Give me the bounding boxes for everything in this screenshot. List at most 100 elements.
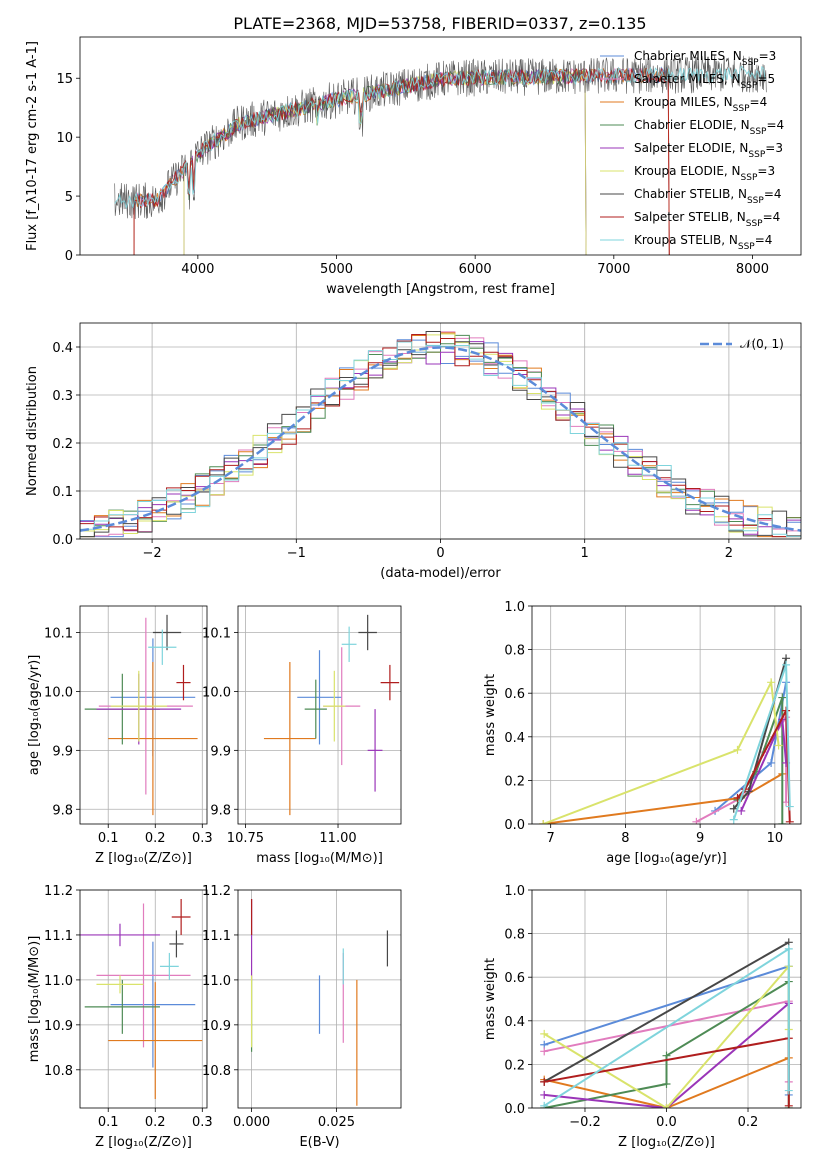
y-axis-label: Normed distribution [25, 366, 40, 496]
legend-label: Chabrier STELIB, NSSP=4 [634, 187, 782, 206]
data-point [692, 817, 701, 824]
axes-spectrum: 4000 5000 6000 7000 8000 0 5 10 15 wavelength [An… [25, 36, 802, 297]
y-axis-label: Flux [f_λ10-17 erg cm-2 s-1 A-1] [25, 41, 40, 251]
spectrum-line [133, 67, 670, 255]
x-axis-label: Z [log₁₀(Z/Z⊙)] [95, 851, 192, 866]
y-axis-label: age [log₁₀(age/yr)] [27, 655, 42, 776]
series-line [543, 1056, 790, 1108]
data-point [784, 1086, 793, 1095]
y-tick-label: 0.0 [504, 1102, 525, 1117]
data-point [540, 1090, 549, 1099]
y-axis-label: mass weight [483, 674, 498, 756]
x-tick-label: 0.0 [656, 1115, 677, 1130]
data-point [540, 1047, 549, 1056]
plot-area-mass_vs_ebv [250, 898, 389, 1106]
data-point [737, 806, 746, 815]
x-axis-label: Z [log₁₀(Z/Z⊙)] [618, 1135, 715, 1150]
series-line [695, 713, 788, 823]
x-tick-label: 11.00 [319, 831, 356, 846]
data-point [733, 745, 742, 754]
x-tick-label: 0.3 [192, 1115, 213, 1130]
data-point [662, 1104, 671, 1108]
y-tick-label: 11.0 [202, 974, 231, 989]
y-tick-label: 10.8 [202, 1064, 231, 1079]
axes-age_vs_Z: 0.1 0.2 0.3 9.8 9.9 10.0 10.1 Z [log₁₀(Z/Z⊙)] ag… [27, 605, 213, 866]
legend-label: Kroupa MILES, NSSP=4 [634, 95, 767, 114]
axes-age_vs_mass: 10.75 11.00 9.8 9.9 10.0 10.1 mass [log₁₀(M/M⊙… [202, 605, 402, 866]
data-point [782, 660, 791, 669]
y-tick-label: 10.1 [44, 627, 73, 642]
x-tick-label: 0.2 [145, 1115, 166, 1130]
y-tick-label: 0.6 [504, 687, 525, 702]
data-point [767, 758, 776, 767]
figure-title: PLATE=2368, MJD=53758, FIBERID=0337, z=0… [233, 14, 646, 33]
x-tick-label: 6000 [459, 262, 492, 277]
x-tick-label: 10 [767, 831, 784, 846]
x-tick-label: −0.2 [569, 1115, 601, 1130]
series-line [544, 1002, 790, 1108]
x-tick-label: 7000 [597, 262, 630, 277]
y-tick-label: 10.1 [202, 627, 231, 642]
y-axis-label: mass [log₁₀(M/M⊙)] [27, 936, 42, 1063]
y-tick-label: 9.9 [52, 744, 73, 759]
histogram-step [80, 341, 801, 539]
y-tick-label: 0.8 [504, 928, 525, 943]
y-tick-label: 10.8 [44, 1064, 73, 1079]
x-tick-label: 0.1 [98, 1115, 119, 1130]
y-tick-label: 0.4 [504, 1015, 525, 1030]
x-axis-label: Z [log₁₀(Z/Z⊙)] [95, 1135, 192, 1150]
y-tick-label: 5 [65, 190, 73, 205]
axes-residuals: −2 −1 0 1 2 0.0 0.1 0.2 0.3 0.4 (data-model)/error… [25, 322, 802, 581]
y-tick-label: 0.4 [52, 341, 73, 356]
panel-age_vs_mass: 10.75 11.00 9.8 9.9 10.0 10.1 mass [log₁₀(M/M⊙… [202, 605, 402, 866]
y-tick-label: 1.0 [504, 600, 525, 615]
panel-residuals: −2 −1 0 1 2 0.0 0.1 0.2 0.3 0.4 (data-model)/error… [25, 322, 802, 581]
y-tick-label: 0.2 [504, 774, 525, 789]
data-point [662, 1080, 671, 1089]
y-tick-label: 15 [56, 72, 73, 87]
axes-frame [79, 36, 802, 256]
legend-label: Chabrier ELODIE, NSSP=4 [634, 118, 784, 137]
axes-frame [531, 605, 802, 825]
x-tick-label: 8000 [736, 262, 769, 277]
y-tick-label: 9.9 [210, 744, 231, 759]
y-tick-label: 0.1 [52, 485, 73, 500]
panel-weight_vs_Z: −0.2 0.0 0.2 0.0 0.2 0.4 0.6 0.8 1.0 Z [log₁₀(Z/Z… [483, 884, 802, 1150]
data-point [539, 820, 548, 824]
spectrum-line [114, 65, 766, 210]
x-tick-label: 0 [436, 546, 444, 561]
plot-area-residuals [80, 330, 801, 539]
spectrum-line [133, 66, 670, 255]
axes-frame [79, 322, 802, 540]
panel-mass_vs_ebv: 0.000 0.025 10.8 10.9 11.0 11.1 11.2 E(B-V) [202, 884, 402, 1150]
y-tick-label: 10 [56, 131, 73, 146]
x-axis-label: wavelength [Angstrom, rest frame] [326, 282, 555, 297]
y-tick-label: 11.2 [44, 884, 73, 899]
x-tick-label: 0.2 [738, 1115, 759, 1130]
data-point [540, 1029, 549, 1038]
x-tick-label: 8 [621, 831, 629, 846]
axes-frame [237, 605, 402, 825]
panel-mass_vs_Z: 0.1 0.2 0.3 10.8 10.9 11.0 11.1 11.2 Z [log₁₀(Z/… [27, 884, 213, 1150]
y-tick-label: 10.9 [202, 1019, 231, 1034]
y-tick-label: 11.1 [44, 929, 73, 944]
data-point [774, 741, 783, 750]
x-axis-label: mass [log₁₀(M/M⊙)] [256, 851, 383, 866]
data-point [540, 1101, 549, 1108]
legend-label: Salpeter MILES, NSSP=5 [634, 72, 775, 91]
spectrum-line [133, 67, 670, 255]
axes-mass_vs_ebv: 0.000 0.025 10.8 10.9 11.0 11.1 11.2 E(B-V) [202, 884, 402, 1150]
x-tick-label: −2 [143, 546, 162, 561]
y-tick-label: 0.4 [504, 731, 525, 746]
axes-frame [237, 889, 402, 1109]
axes-weight_vs_Z: −0.2 0.0 0.2 0.0 0.2 0.4 0.6 0.8 1.0 Z [log₁₀(Z/Z… [483, 884, 802, 1150]
y-tick-label: 9.8 [210, 803, 231, 818]
data-point [784, 944, 793, 953]
x-tick-label: 10.75 [227, 831, 264, 846]
y-tick-label: 0.8 [504, 644, 525, 659]
data-point [782, 706, 791, 715]
x-tick-label: 0.000 [233, 1115, 270, 1130]
axes-frame [79, 605, 208, 825]
x-axis-label: age [log₁₀(age/yr)] [606, 851, 727, 866]
